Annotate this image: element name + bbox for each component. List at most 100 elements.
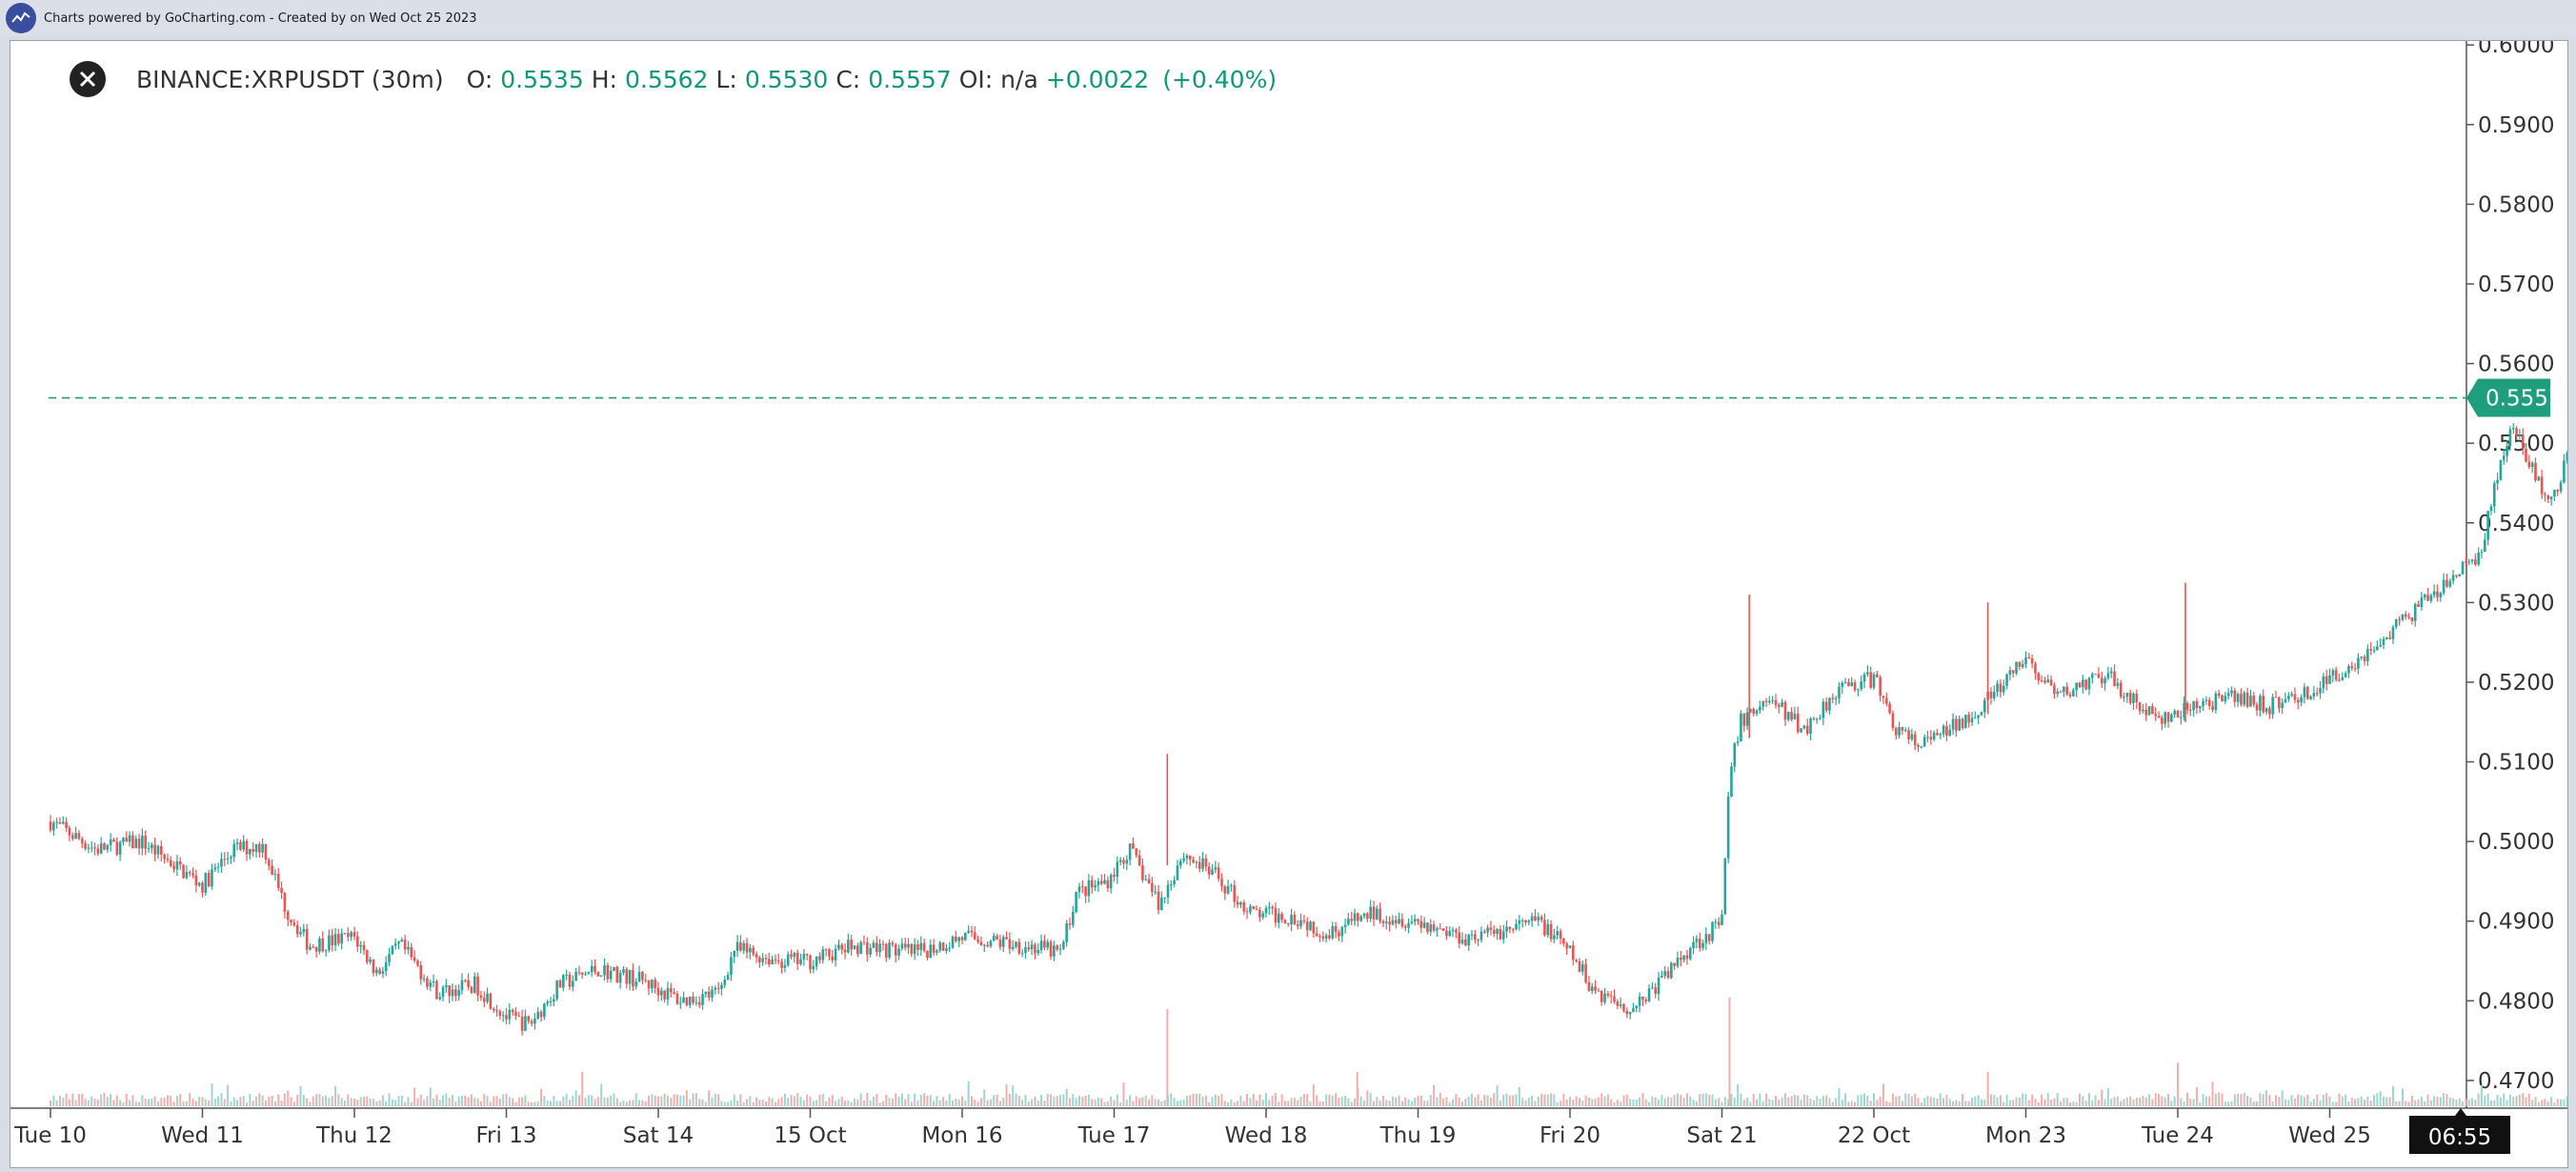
volume-bar bbox=[125, 1093, 128, 1106]
candle-body bbox=[397, 941, 400, 944]
volume-bar bbox=[1106, 1101, 1109, 1106]
candle-body bbox=[1436, 928, 1439, 931]
candle-body bbox=[2255, 704, 2259, 711]
candle-body bbox=[2075, 682, 2078, 691]
volume-bar bbox=[948, 1093, 951, 1106]
candle-body bbox=[2024, 657, 2027, 665]
candle-body bbox=[1422, 922, 1426, 928]
candle-body bbox=[1520, 919, 1524, 921]
volume-bar bbox=[230, 1101, 232, 1106]
candle-body bbox=[2202, 700, 2204, 706]
candle-body bbox=[2207, 699, 2211, 707]
volume-bar bbox=[1398, 1095, 1400, 1106]
candle-body bbox=[632, 969, 634, 987]
volume-bar bbox=[536, 1101, 539, 1106]
volume-bar bbox=[413, 1087, 416, 1106]
candle-body bbox=[1711, 921, 1714, 941]
volume-bar bbox=[859, 1093, 862, 1106]
volume-bar bbox=[185, 1101, 188, 1106]
candle-body bbox=[1831, 697, 1835, 699]
candle-body bbox=[169, 859, 172, 866]
volume-bar bbox=[2429, 1100, 2432, 1106]
volume-bar bbox=[555, 1101, 558, 1106]
volume-bar bbox=[1658, 1099, 1660, 1106]
volume-bar bbox=[2439, 1097, 2442, 1106]
volume-bar bbox=[2290, 1095, 2293, 1106]
candle-body bbox=[1936, 733, 1939, 736]
candle-body bbox=[2245, 692, 2249, 707]
candle-body bbox=[1157, 891, 1160, 911]
volume-bar bbox=[1910, 1096, 1913, 1106]
candle-body bbox=[1749, 709, 1752, 713]
volume-bar bbox=[1103, 1101, 1106, 1106]
volume-bar bbox=[1084, 1095, 1087, 1106]
price-chart[interactable]: 0.60000.59000.58000.57000.56000.55000.54… bbox=[10, 41, 2567, 1167]
candle-body bbox=[1815, 718, 1819, 720]
volume-bar bbox=[2366, 1096, 2369, 1106]
candle-body bbox=[739, 941, 742, 951]
candle-body bbox=[249, 849, 252, 855]
volume-bar bbox=[2477, 1093, 2480, 1106]
volume-bar bbox=[1414, 1097, 1417, 1106]
volume-bar bbox=[1518, 1086, 1520, 1106]
volume-bar bbox=[1879, 1096, 1882, 1106]
volume-bar bbox=[540, 1088, 543, 1106]
candle-body bbox=[2090, 674, 2094, 678]
volume-bar bbox=[2417, 1099, 2420, 1106]
candle-body bbox=[1977, 715, 1980, 718]
volume-bar bbox=[1290, 1098, 1293, 1106]
candle-body bbox=[1587, 981, 1591, 992]
y-tick-label: 0.4900 bbox=[2478, 910, 2554, 935]
candle-body bbox=[1261, 913, 1264, 918]
candle-body bbox=[435, 981, 438, 1000]
candle-body bbox=[141, 835, 144, 849]
volume-bar bbox=[2237, 1094, 2240, 1106]
volume-bar bbox=[1359, 1096, 1362, 1106]
candle-body bbox=[422, 979, 426, 980]
candle-body bbox=[1967, 715, 1970, 723]
volume-bar bbox=[2531, 1100, 2534, 1106]
candle-body bbox=[2458, 574, 2462, 576]
volume-bar bbox=[1087, 1094, 1090, 1106]
candle-body bbox=[511, 1009, 514, 1013]
volume-bar bbox=[758, 1100, 761, 1106]
candle-body bbox=[1869, 672, 1872, 688]
candle-body bbox=[90, 847, 93, 849]
candle-body bbox=[153, 844, 156, 855]
candle-body bbox=[359, 944, 362, 947]
volume-bar bbox=[1733, 1097, 1736, 1106]
close-icon[interactable] bbox=[70, 61, 106, 97]
volume-bar bbox=[334, 1085, 337, 1106]
candle-body bbox=[230, 857, 232, 859]
volume-bar bbox=[261, 1095, 264, 1106]
volume-bar bbox=[1999, 1095, 2002, 1106]
candle-body bbox=[1384, 921, 1388, 923]
volume-bar bbox=[850, 1101, 853, 1106]
candle-body bbox=[451, 989, 454, 997]
volume-bar bbox=[1936, 1099, 1939, 1106]
candle-body bbox=[201, 882, 204, 893]
candle-body bbox=[1357, 913, 1359, 921]
candle-body bbox=[160, 845, 163, 855]
volume-bar bbox=[1325, 1094, 1328, 1106]
volume-bar bbox=[1407, 1099, 1410, 1106]
candle-body bbox=[299, 932, 302, 935]
gocharting-logo-icon[interactable] bbox=[6, 3, 36, 33]
candle-body bbox=[2154, 714, 2158, 717]
volume-bar bbox=[2553, 1101, 2556, 1106]
volume-bar bbox=[71, 1093, 74, 1106]
volume-bar bbox=[1015, 1093, 1017, 1106]
chart-frame[interactable]: 0.6000 0.5900 0.5800 0.5700 0.5600 0.5500 0.54… bbox=[10, 40, 2568, 1168]
close-value: 0.5557 bbox=[868, 65, 952, 93]
candle-body bbox=[2078, 682, 2082, 688]
candle-body bbox=[128, 835, 131, 842]
volume-bar bbox=[895, 1093, 897, 1106]
candle-body bbox=[204, 873, 208, 893]
volume-bar bbox=[100, 1094, 103, 1106]
candle-body bbox=[951, 936, 955, 948]
volume-bar bbox=[2443, 1093, 2445, 1106]
candle-body bbox=[1964, 715, 1967, 728]
candle-body bbox=[651, 980, 654, 989]
volume-bar bbox=[318, 1093, 321, 1106]
candle-body bbox=[2287, 696, 2290, 699]
